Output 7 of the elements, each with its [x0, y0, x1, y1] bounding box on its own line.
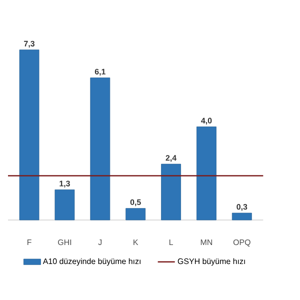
bar: [232, 212, 252, 220]
bar: [90, 78, 110, 220]
bar: [161, 164, 181, 220]
bar: [196, 126, 216, 220]
bar: [54, 189, 75, 220]
bar: [126, 208, 146, 220]
bar: [19, 50, 40, 220]
